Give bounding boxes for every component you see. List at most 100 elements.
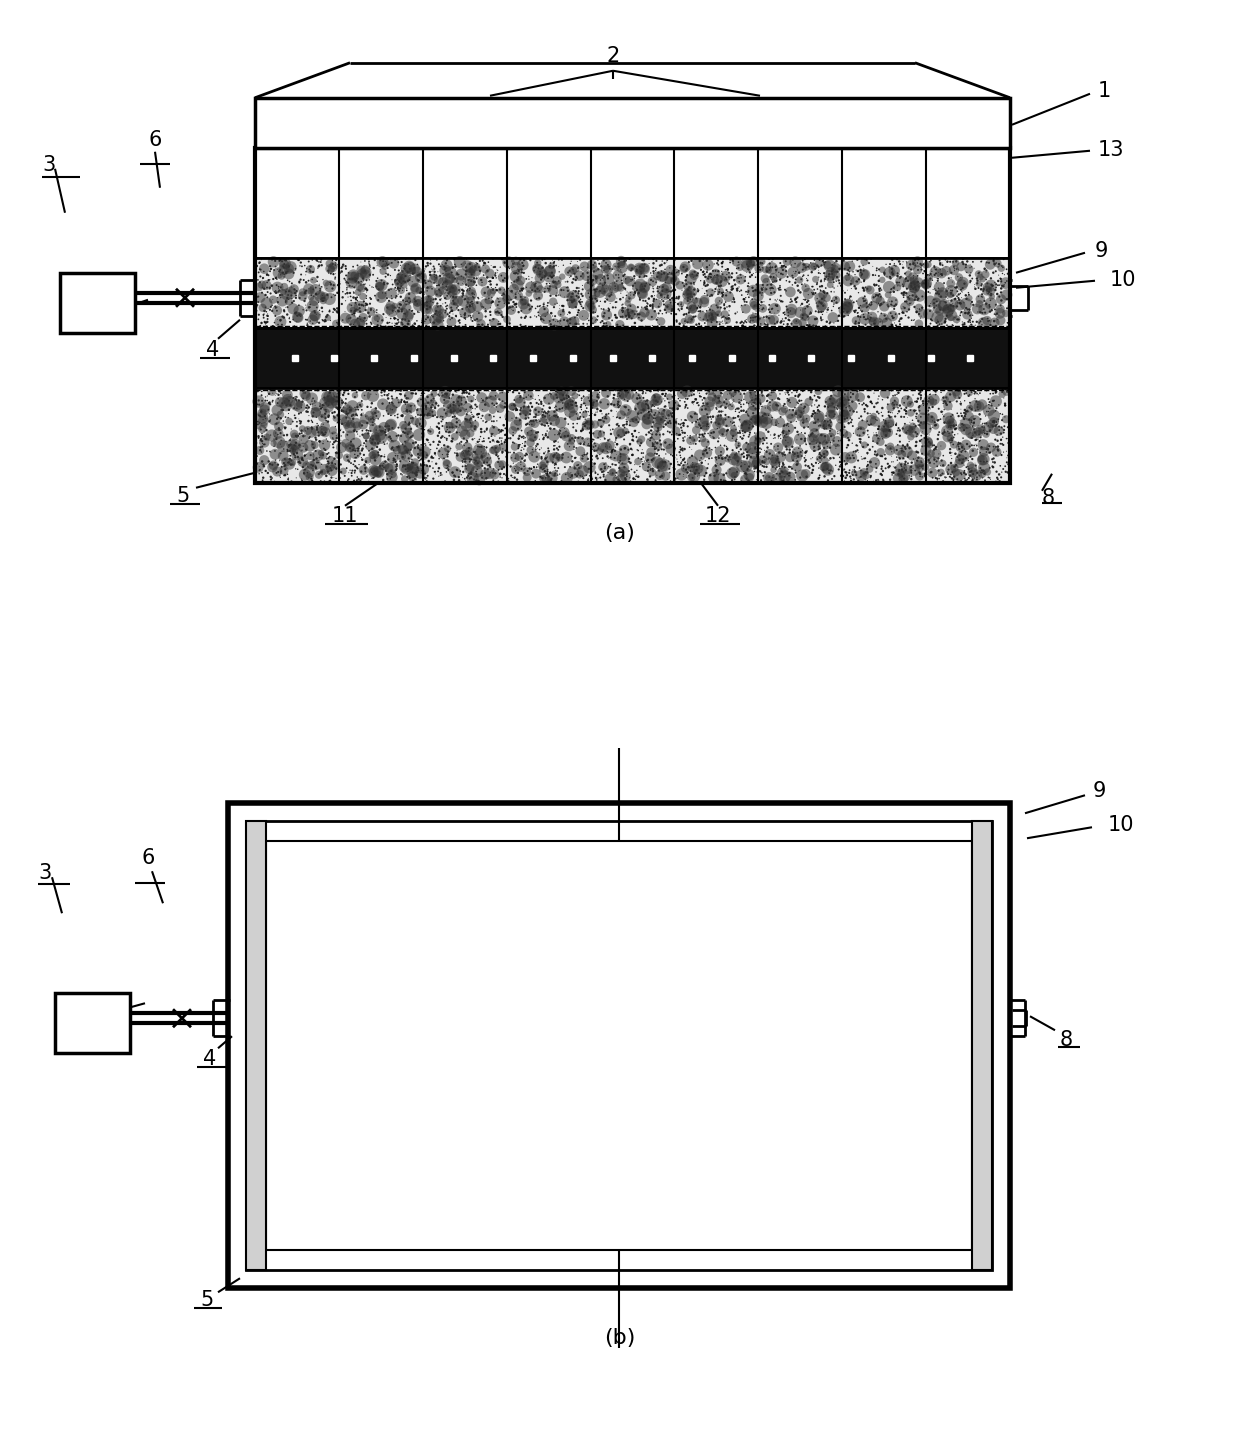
Point <box>744 409 764 432</box>
Point <box>756 259 776 282</box>
Point <box>585 435 605 458</box>
Point <box>341 434 361 456</box>
Point <box>781 255 801 278</box>
Point <box>916 428 936 451</box>
Point <box>754 306 774 329</box>
Point <box>686 411 706 434</box>
Point <box>856 394 875 416</box>
Point <box>554 421 574 444</box>
Point <box>764 426 784 449</box>
Point <box>469 402 489 425</box>
Point <box>511 269 531 292</box>
Point <box>464 266 484 289</box>
Point <box>521 249 541 272</box>
Point <box>311 405 331 428</box>
Point <box>319 394 339 416</box>
Point <box>391 449 410 472</box>
Point <box>465 426 485 449</box>
Point <box>262 293 281 316</box>
Point <box>615 402 635 425</box>
Point <box>693 263 713 286</box>
Point <box>688 278 708 301</box>
Point <box>734 382 754 405</box>
Point <box>436 298 456 321</box>
Point <box>794 398 813 421</box>
Point <box>414 467 434 489</box>
Point <box>890 378 910 401</box>
Point <box>908 252 928 275</box>
Point <box>739 404 759 426</box>
Point <box>702 283 722 306</box>
Point <box>436 253 456 276</box>
Point <box>558 392 578 415</box>
Point <box>957 260 977 283</box>
Point <box>675 275 694 298</box>
Point <box>559 313 579 336</box>
Point <box>521 276 541 299</box>
Point <box>471 388 491 411</box>
Point <box>461 272 481 295</box>
Point <box>608 414 627 436</box>
Point <box>303 392 322 415</box>
Point <box>712 306 732 329</box>
Point <box>848 302 868 325</box>
Point <box>682 438 702 461</box>
Point <box>512 278 532 301</box>
Point <box>295 458 315 481</box>
Point <box>636 392 656 415</box>
Point <box>627 279 647 302</box>
Point <box>651 311 671 333</box>
Point <box>394 389 414 412</box>
Point <box>506 454 526 477</box>
Point <box>293 391 312 414</box>
Point <box>531 305 551 328</box>
Point <box>704 308 724 331</box>
Point <box>367 306 387 329</box>
Point <box>678 302 698 325</box>
Point <box>656 402 676 425</box>
Point <box>476 256 496 279</box>
Point <box>401 395 420 418</box>
Point <box>579 384 599 406</box>
Point <box>694 408 714 431</box>
Point <box>260 282 280 305</box>
Point <box>678 464 698 487</box>
Point <box>458 431 477 454</box>
Point <box>379 279 399 302</box>
Point <box>446 444 466 467</box>
Point <box>459 408 479 431</box>
Point <box>688 290 708 313</box>
Point <box>355 384 374 406</box>
Point <box>248 456 268 479</box>
Point <box>552 469 572 492</box>
Point <box>765 312 785 335</box>
Point <box>267 382 286 405</box>
Point <box>321 456 341 479</box>
Point <box>689 462 709 485</box>
Point <box>471 406 491 429</box>
Point <box>691 295 711 318</box>
Point <box>853 422 873 445</box>
Point <box>249 404 269 426</box>
Point <box>844 275 864 298</box>
Point <box>300 309 320 332</box>
Point <box>327 411 347 434</box>
Point <box>438 315 458 338</box>
Point <box>920 434 940 456</box>
Point <box>637 292 657 315</box>
Point <box>905 249 925 272</box>
Point <box>272 250 291 273</box>
Point <box>598 385 618 408</box>
Point <box>704 422 724 445</box>
Point <box>962 290 982 313</box>
Point <box>285 446 305 469</box>
Point <box>446 412 466 435</box>
Point <box>262 441 281 464</box>
Point <box>960 382 980 405</box>
Point <box>921 249 941 272</box>
Point <box>598 441 618 464</box>
Point <box>899 431 919 454</box>
Point <box>702 283 722 306</box>
Point <box>570 439 590 462</box>
Point <box>594 464 614 487</box>
